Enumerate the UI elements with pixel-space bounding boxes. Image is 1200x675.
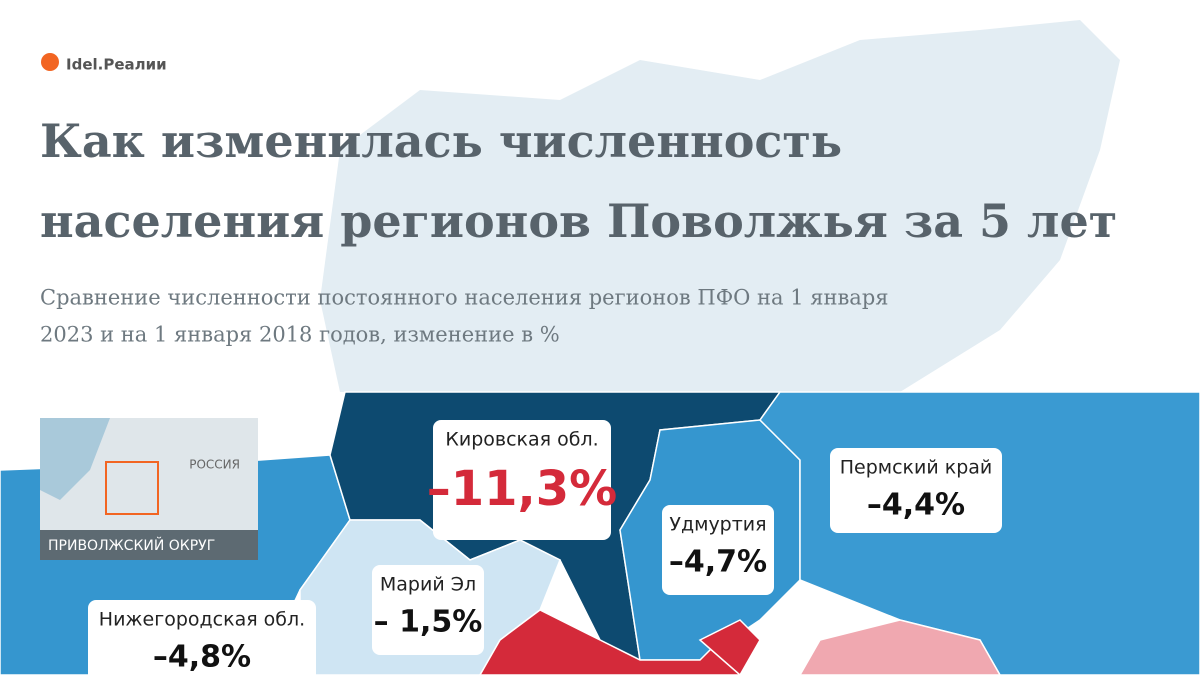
region-change: –11,3% <box>427 461 618 517</box>
region-change: –4,8% <box>153 640 251 675</box>
region-name: Нижегородская обл. <box>99 609 305 631</box>
region-change: –4,7% <box>669 545 767 580</box>
title: Как изменилась численность <box>40 114 842 168</box>
logo: Idel.Реалии <box>41 53 167 74</box>
label-box <box>433 420 611 540</box>
subtitle: 2023 и на 1 января 2018 годов, изменение… <box>40 323 560 347</box>
inset-bar <box>40 530 258 560</box>
label-box <box>372 565 484 655</box>
title: населения регионов Поволжья за 5 лет <box>40 194 1117 248</box>
subtitle: Сравнение численности постоянного населе… <box>40 286 889 310</box>
label-box <box>662 505 774 595</box>
logo-text: Idel.Реалии <box>66 56 167 74</box>
region-name: Пермский край <box>840 457 993 479</box>
label-box <box>830 448 1002 533</box>
region-name: Марий Эл <box>380 574 476 596</box>
region-perm <box>759 391 1200 675</box>
logo-icon <box>41 53 59 71</box>
labels: Кировская обл. –11,3% Пермский край –4,4% Уд… <box>88 420 1002 675</box>
region-bashkortostan <box>799 619 1001 675</box>
label-box <box>88 600 316 675</box>
inset-frame <box>105 461 159 515</box>
region-change: – 1,5% <box>374 605 483 640</box>
region-name: Кировская обл. <box>445 429 598 451</box>
region-small-red <box>698 619 761 675</box>
inset-map: РОССИЯ ПРИВОЛЖСКИЙ ОКРУГ <box>40 418 258 560</box>
region-name: Удмуртия <box>669 514 766 536</box>
inset-country: РОССИЯ <box>189 458 240 472</box>
inset-sea <box>40 418 110 500</box>
region-change: –4,4% <box>867 488 965 523</box>
inset-district: ПРИВОЛЖСКИЙ ОКРУГ <box>48 536 215 554</box>
background-silhouette <box>320 20 1120 392</box>
